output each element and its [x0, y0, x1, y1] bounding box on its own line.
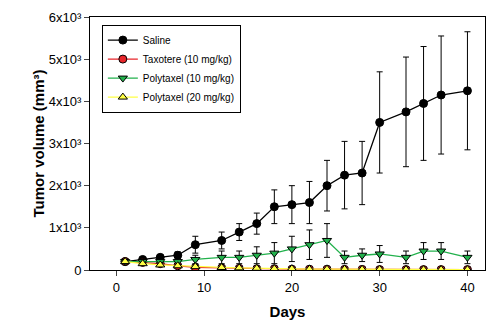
svg-text:20: 20: [285, 280, 299, 295]
svg-text:4x10³: 4x10³: [49, 94, 82, 109]
svg-text:0: 0: [113, 280, 120, 295]
svg-text:5x10³: 5x10³: [49, 52, 82, 67]
svg-text:2x10³: 2x10³: [49, 178, 82, 193]
svg-text:Polytaxel (10 mg/kg): Polytaxel (10 mg/kg): [143, 73, 234, 84]
svg-text:0: 0: [74, 263, 81, 278]
svg-text:Polytaxel (20 mg/kg): Polytaxel (20 mg/kg): [143, 92, 234, 103]
svg-text:Tumor volume (mm³): Tumor volume (mm³): [30, 69, 47, 217]
svg-text:3x10³: 3x10³: [49, 136, 82, 151]
svg-text:1x10³: 1x10³: [49, 220, 82, 235]
svg-text:Taxotere (10 mg/kg): Taxotere (10 mg/kg): [143, 54, 232, 65]
svg-text:6x10³: 6x10³: [49, 10, 82, 25]
svg-text:40: 40: [460, 280, 474, 295]
svg-text:10: 10: [197, 280, 211, 295]
svg-text:Days: Days: [270, 303, 306, 320]
svg-text:30: 30: [372, 280, 386, 295]
svg-text:Saline: Saline: [143, 35, 171, 46]
